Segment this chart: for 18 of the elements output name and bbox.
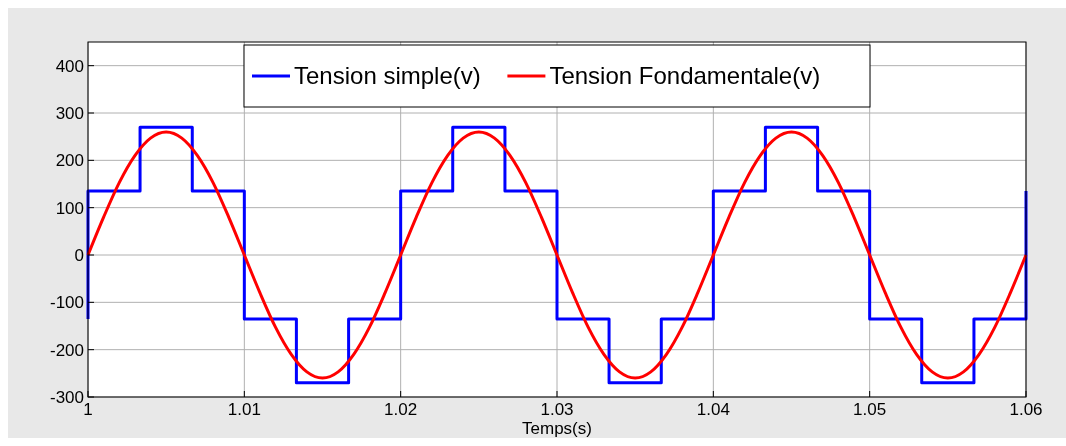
y-tick-label: -300 [49, 388, 84, 407]
legend-label: Tension simple(v) [294, 62, 481, 89]
x-tick-label: 1.05 [853, 400, 887, 419]
x-tick-label: 1.03 [540, 400, 574, 419]
y-tick-label: 400 [55, 56, 84, 76]
x-tick-label: 1 [83, 400, 93, 419]
y-tick-label: -100 [49, 293, 84, 313]
y-tick-label: -200 [49, 340, 84, 360]
x-axis-title: Temps(s) [522, 419, 592, 438]
y-tick-label: 300 [55, 104, 84, 123]
x-tick-label: 1.02 [384, 400, 418, 419]
y-tick-label: 100 [55, 198, 84, 218]
y-tick-label: 200 [55, 151, 84, 171]
x-tick-label: 1.01 [227, 400, 261, 419]
legend-label: Tension Fondamentale(v) [549, 62, 821, 89]
x-tick-label: 1.06 [1009, 400, 1043, 419]
x-tick-label: 1.04 [696, 400, 730, 419]
y-tick-label: 0 [74, 246, 84, 265]
